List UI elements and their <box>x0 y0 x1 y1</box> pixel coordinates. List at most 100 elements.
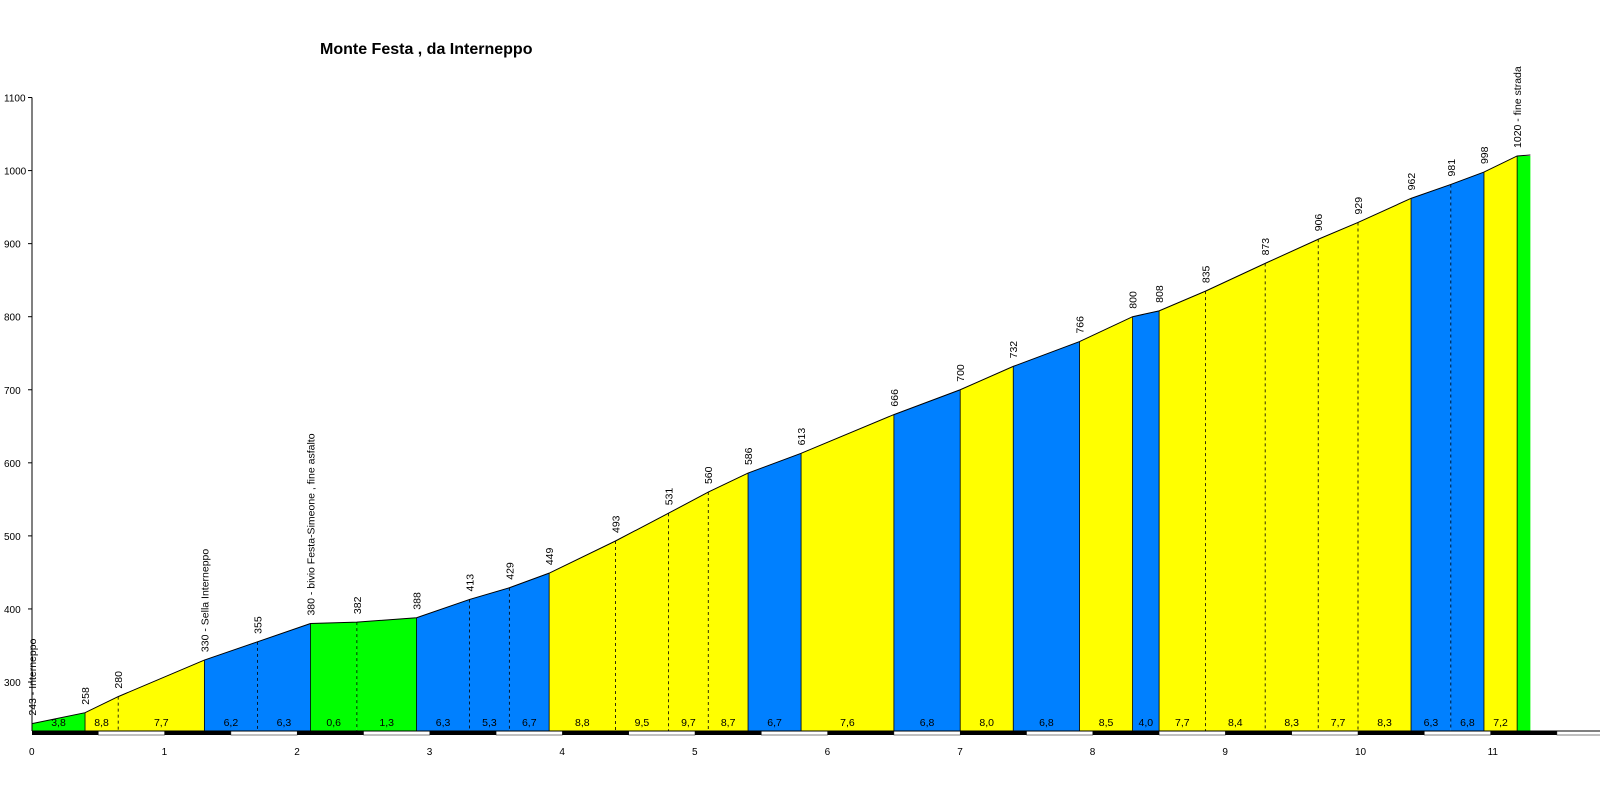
km-bar-black-8 <box>1092 731 1160 735</box>
x-tick-label-7: 7 <box>957 747 963 758</box>
elevation-label-8: 413 <box>465 574 477 592</box>
km-bar-white-0 <box>98 730 165 736</box>
segment-area-26 <box>1411 184 1451 731</box>
gradient-label-16: 6,8 <box>920 717 935 729</box>
elevation-label-16: 666 <box>889 389 901 407</box>
elevation-label-9: 429 <box>504 562 516 580</box>
elevation-label-29: 1020 - fine strada <box>1512 66 1524 148</box>
x-tick-label-2: 2 <box>294 747 300 758</box>
x-tick-label-9: 9 <box>1222 747 1228 758</box>
elevation-label-20: 800 <box>1128 291 1140 309</box>
elevation-label-25: 929 <box>1353 197 1365 215</box>
elevation-label-10: 449 <box>544 547 556 565</box>
segment-area-6 <box>356 617 417 731</box>
gradient-label-13: 8,7 <box>721 717 736 729</box>
gradient-label-22: 8,4 <box>1228 717 1243 729</box>
segment-area-25 <box>1358 198 1412 732</box>
elevation-label-12: 531 <box>663 488 675 506</box>
km-bar-black-6 <box>827 731 894 735</box>
segment-area-0 <box>32 712 86 731</box>
elevation-label-22: 835 <box>1201 265 1213 283</box>
segment-area-17 <box>960 366 1014 731</box>
gradient-label-4: 6,3 <box>277 717 292 729</box>
km-bar-black-5 <box>695 731 762 735</box>
segment-area-28 <box>1483 155 1518 731</box>
gradient-label-10: 8,8 <box>575 717 590 729</box>
x-tick-label-5: 5 <box>692 747 698 758</box>
segment-area-18 <box>1013 341 1080 731</box>
x-tick-label-10: 10 <box>1355 747 1367 758</box>
segment-area-16 <box>893 389 961 731</box>
km-bar-black-1 <box>164 731 231 735</box>
x-tick-label-3: 3 <box>427 747 433 758</box>
gradient-label-2: 7,7 <box>154 717 169 729</box>
km-bar-black-2 <box>297 731 364 735</box>
km-bar-white-9 <box>1291 730 1359 736</box>
gradient-label-12: 9,7 <box>681 717 696 729</box>
gradient-label-7: 6,3 <box>436 717 451 729</box>
gradient-label-18: 6,8 <box>1039 717 1054 729</box>
segment-area-22 <box>1205 263 1266 731</box>
elevation-label-23: 873 <box>1260 238 1272 256</box>
elevation-label-27: 981 <box>1446 159 1458 177</box>
km-bar-black-10 <box>1358 731 1425 735</box>
y-tick-label-500: 500 <box>4 532 21 543</box>
gradient-label-15: 7,6 <box>840 717 855 729</box>
km-bar-black-9 <box>1225 731 1292 735</box>
x-tick-label-0: 0 <box>29 747 35 758</box>
y-tick-label-300: 300 <box>4 678 21 689</box>
elevation-label-17: 700 <box>955 364 967 382</box>
gradient-label-27: 6,8 <box>1460 717 1475 729</box>
km-bar-black-0 <box>32 731 99 735</box>
x-tick-label-4: 4 <box>559 747 565 758</box>
gradient-label-28: 7,2 <box>1493 717 1508 729</box>
x-tick-label-8: 8 <box>1090 747 1096 758</box>
gradient-label-11: 9,5 <box>635 717 650 729</box>
gradient-label-25: 8,3 <box>1377 717 1392 729</box>
gradient-label-8: 5,3 <box>482 717 497 729</box>
km-bar-black-7 <box>960 731 1027 735</box>
gradient-label-6: 1,3 <box>379 717 394 729</box>
elevation-label-13: 560 <box>703 466 715 484</box>
segment-area-1 <box>85 696 119 731</box>
km-bar-white-6 <box>893 730 961 736</box>
y-tick-label-400: 400 <box>4 605 21 616</box>
y-tick-label-1000: 1000 <box>4 167 27 178</box>
segment-area-8 <box>469 587 510 731</box>
gradient-label-1: 8,8 <box>94 717 109 729</box>
segment-area-29 <box>1517 155 1531 731</box>
elevation-label-7: 388 <box>412 592 424 610</box>
segment-area-20 <box>1132 310 1160 731</box>
segment-area-15 <box>801 414 894 731</box>
km-bar-white-4 <box>628 730 696 736</box>
km-bar-white-3 <box>495 730 563 736</box>
elevation-label-19: 766 <box>1075 316 1087 334</box>
km-bar-black-3 <box>429 731 497 735</box>
segment-area-3 <box>204 641 258 731</box>
x-tick-label-6: 6 <box>825 747 831 758</box>
gradient-label-17: 8,0 <box>979 717 994 729</box>
chart-title: Monte Festa , da Interneppo <box>320 41 533 58</box>
y-tick-label-600: 600 <box>4 459 21 470</box>
gradient-label-5: 0,6 <box>326 717 341 729</box>
gradient-label-0: 3,8 <box>51 717 66 729</box>
gradient-labels: 3,8 8,8 7,7 6,2 6,3 0,6 1,3 6,3 5,3 6,7 8,8 9,5 9,7 8… <box>51 717 1508 729</box>
km-bar-black-11 <box>1490 731 1557 735</box>
gradient-label-24: 7,7 <box>1331 717 1346 729</box>
y-tick-label-1100: 1100 <box>4 94 26 105</box>
km-bar-white-7 <box>1026 730 1094 736</box>
y-tick-label-900: 900 <box>4 240 21 251</box>
axes: 300 400 500 600 700 800 900 1000 1100 0 1 2 3 4 5 6 7 8 9 1… <box>4 94 1498 758</box>
elevation-label-1: 258 <box>80 687 92 705</box>
segment-dividers <box>84 155 1518 731</box>
gradient-label-21: 7,7 <box>1175 717 1190 729</box>
elevation-label-0: 243 - Interneppo <box>27 638 39 715</box>
elevation-label-3: 330 - Sella Interneppo <box>199 549 211 652</box>
segment-area-21 <box>1159 291 1206 731</box>
segment-area-23 <box>1265 239 1319 731</box>
x-tick-label-11: 11 <box>1488 747 1499 758</box>
km-bar-white-1 <box>230 730 298 736</box>
km-bar-black-4 <box>562 731 629 735</box>
gradient-label-23: 8,3 <box>1284 717 1299 729</box>
